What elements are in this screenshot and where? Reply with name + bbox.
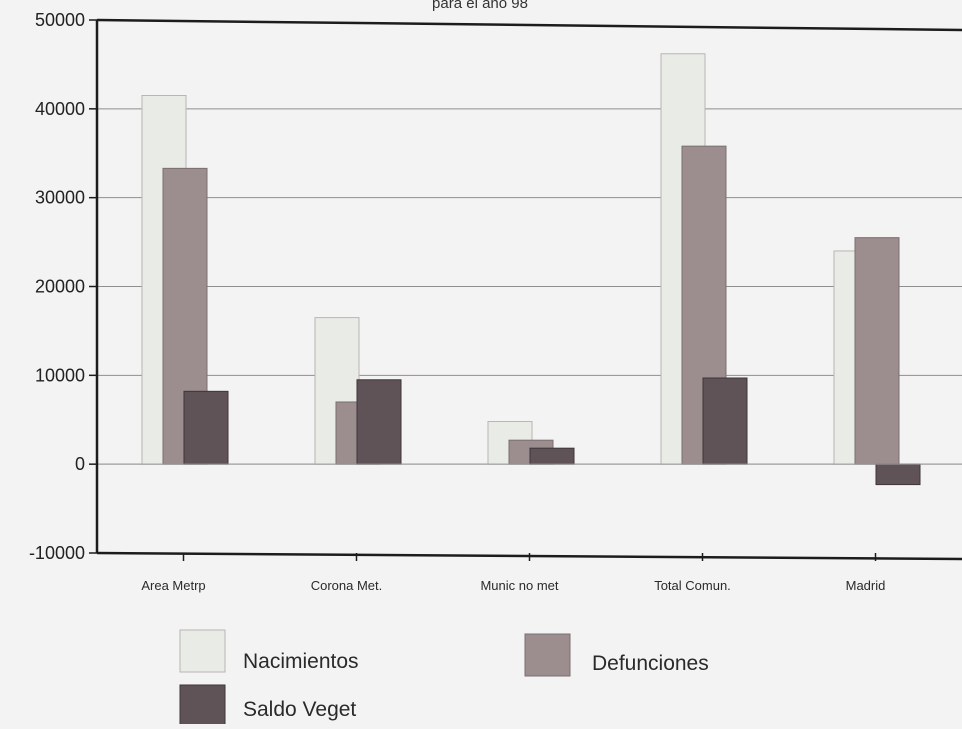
bar-saldo-veget: [529, 447, 575, 465]
legend-label: Defunciones: [592, 652, 709, 675]
bar-saldo-veget: [875, 463, 921, 486]
bar-saldo-veget: [702, 377, 748, 465]
bar-saldo-veget: [356, 379, 402, 465]
x-category-labels: Area Metrp Corona Met. Munic no met Total C…: [141, 578, 885, 593]
y-tick-labels: 50000 40000 30000 20000 10000 0 -10000: [29, 10, 85, 563]
bars: [141, 53, 921, 486]
y-tick-label: 20000: [35, 277, 85, 297]
chart-title: para el año 98: [432, 0, 528, 12]
axes: [89, 18, 962, 561]
bar-defunciones: [854, 237, 900, 465]
y-tick-label: 30000: [35, 188, 85, 208]
x-category-label: Area Metrp: [141, 578, 205, 593]
y-tick-label: 50000: [35, 10, 85, 30]
x-category-label: Munic no met: [480, 578, 558, 593]
bar-saldo-veget: [183, 390, 229, 465]
x-axis: [96, 551, 962, 561]
legend-label: Saldo Veget: [243, 698, 356, 721]
x-category-label: Madrid: [846, 578, 886, 593]
y-tick-label: -10000: [29, 543, 85, 563]
legend-swatch-saldo-veget: [179, 684, 226, 728]
x-category-label: Corona Met.: [311, 578, 383, 593]
legend-swatch-defunciones: [524, 633, 571, 677]
y-tick-label: 40000: [35, 99, 85, 119]
legend-swatch-nacimientos: [179, 629, 226, 673]
legend-label: Nacimientos: [243, 650, 359, 673]
y-tick-label: 0: [75, 454, 85, 474]
y-tick-label: 10000: [35, 365, 85, 385]
legend: Nacimientos Defunciones Saldo Veget: [179, 629, 709, 728]
top-frame: [96, 18, 962, 32]
x-category-label: Total Comun.: [654, 578, 731, 593]
